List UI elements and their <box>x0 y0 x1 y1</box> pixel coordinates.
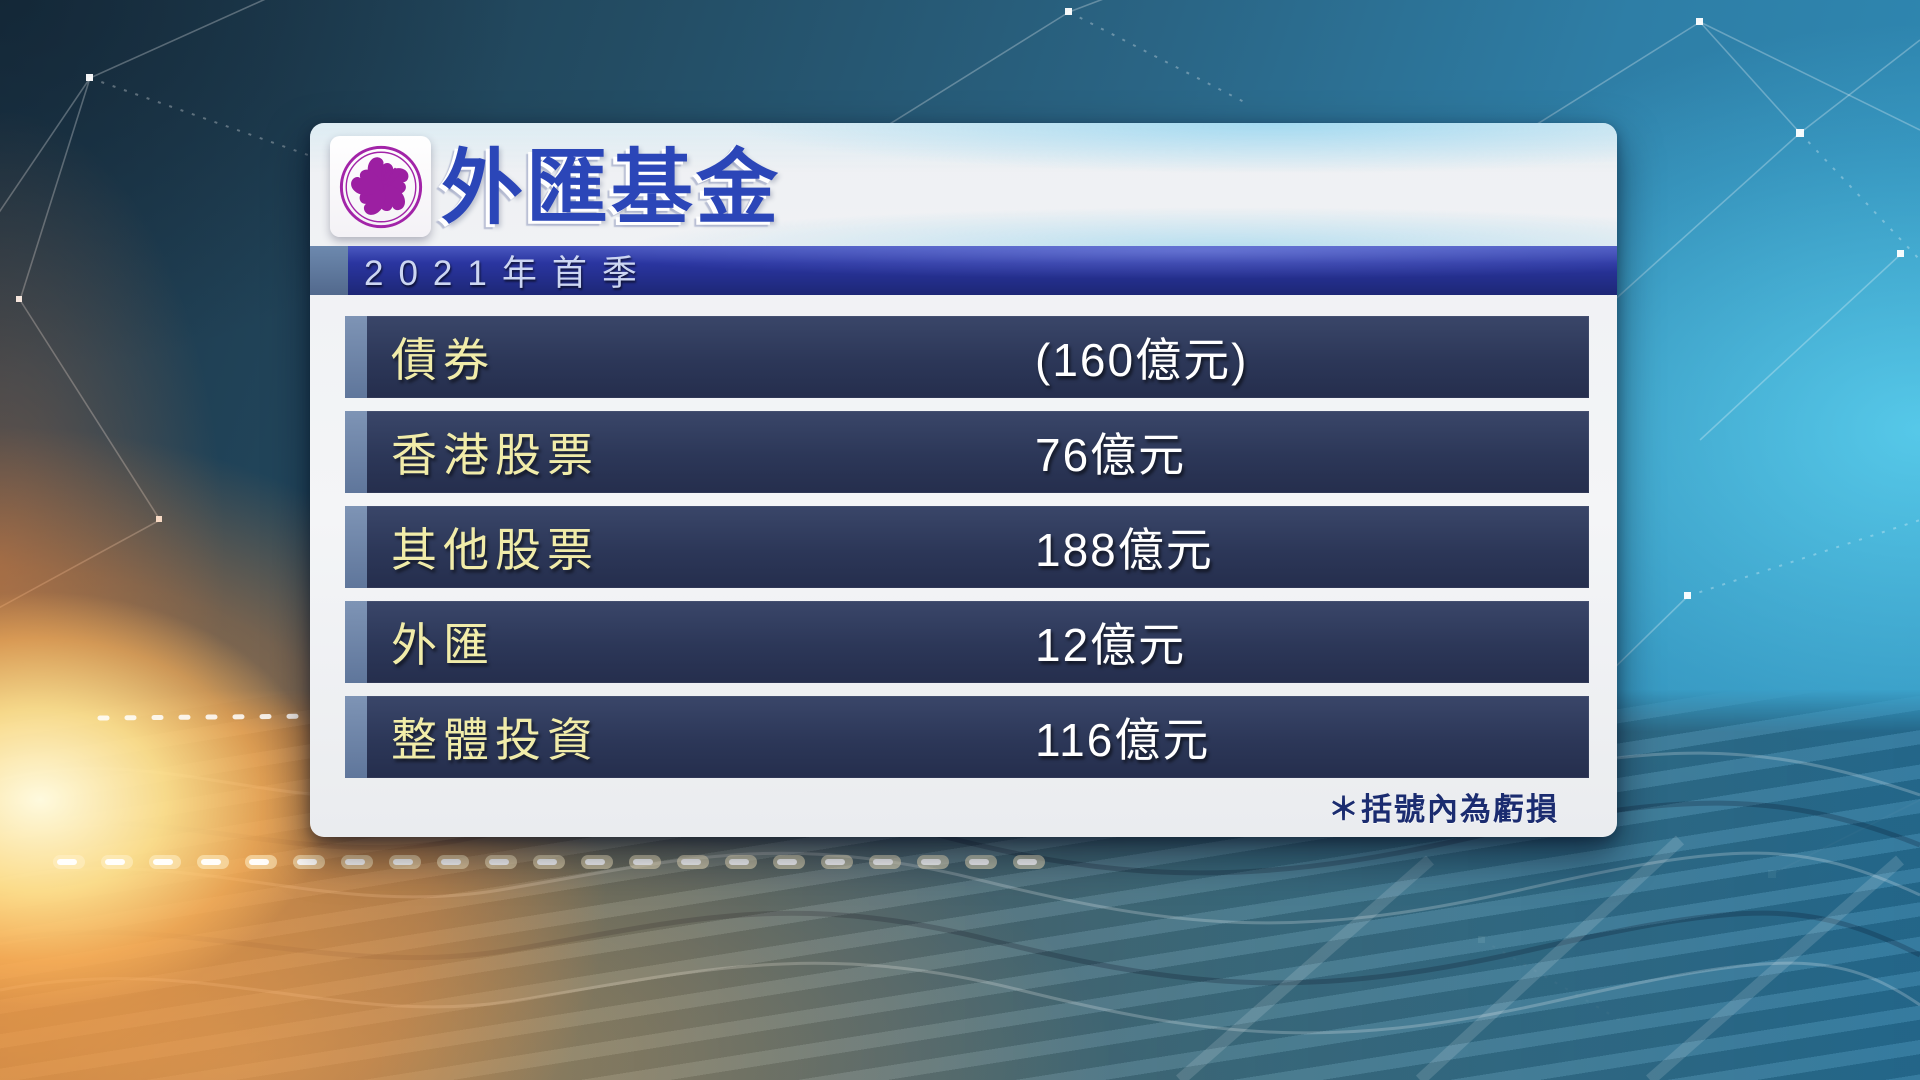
row-label: 香港股票 <box>391 429 599 481</box>
graphic-title: 外匯基金 <box>441 143 782 234</box>
row-label: 其他股票 <box>391 524 599 576</box>
table-row-other-equities: 其他股票 188億元 <box>345 506 1589 588</box>
bauhinia-flower-icon <box>339 145 422 228</box>
row-value: 76億元 <box>1035 429 1187 481</box>
table-row-bonds: 債券 (160億元) <box>345 316 1589 398</box>
table-row-hk-equities: 香港股票 76億元 <box>345 411 1589 493</box>
row-label: 外匯 <box>391 619 495 671</box>
row-value: 12億元 <box>1035 619 1187 671</box>
period-label: 2021年首季 <box>364 254 652 293</box>
row-value: (160億元) <box>1035 334 1249 386</box>
period-bar-accent <box>310 246 348 295</box>
broadcast-graphic-panel: 外匯基金 2021年首季 債券 (160億元) 香港股票 76億元 其他股票 1… <box>310 123 1617 837</box>
hkma-logo-tile <box>330 136 431 237</box>
period-bar: 2021年首季 <box>310 246 1617 295</box>
table-row-overall-investment: 整體投資 116億元 <box>345 696 1589 778</box>
table-row-foreign-exchange: 外匯 12億元 <box>345 601 1589 683</box>
row-value: 188億元 <box>1035 524 1214 576</box>
row-value: 116億元 <box>1035 714 1211 766</box>
row-label: 整體投資 <box>391 714 599 766</box>
footnote: ＊括號內為虧損 <box>1328 792 1559 827</box>
row-label: 債券 <box>391 334 495 386</box>
data-table: 債券 (160億元) 香港股票 76億元 其他股票 188億元 外匯 12億元 … <box>345 316 1589 791</box>
